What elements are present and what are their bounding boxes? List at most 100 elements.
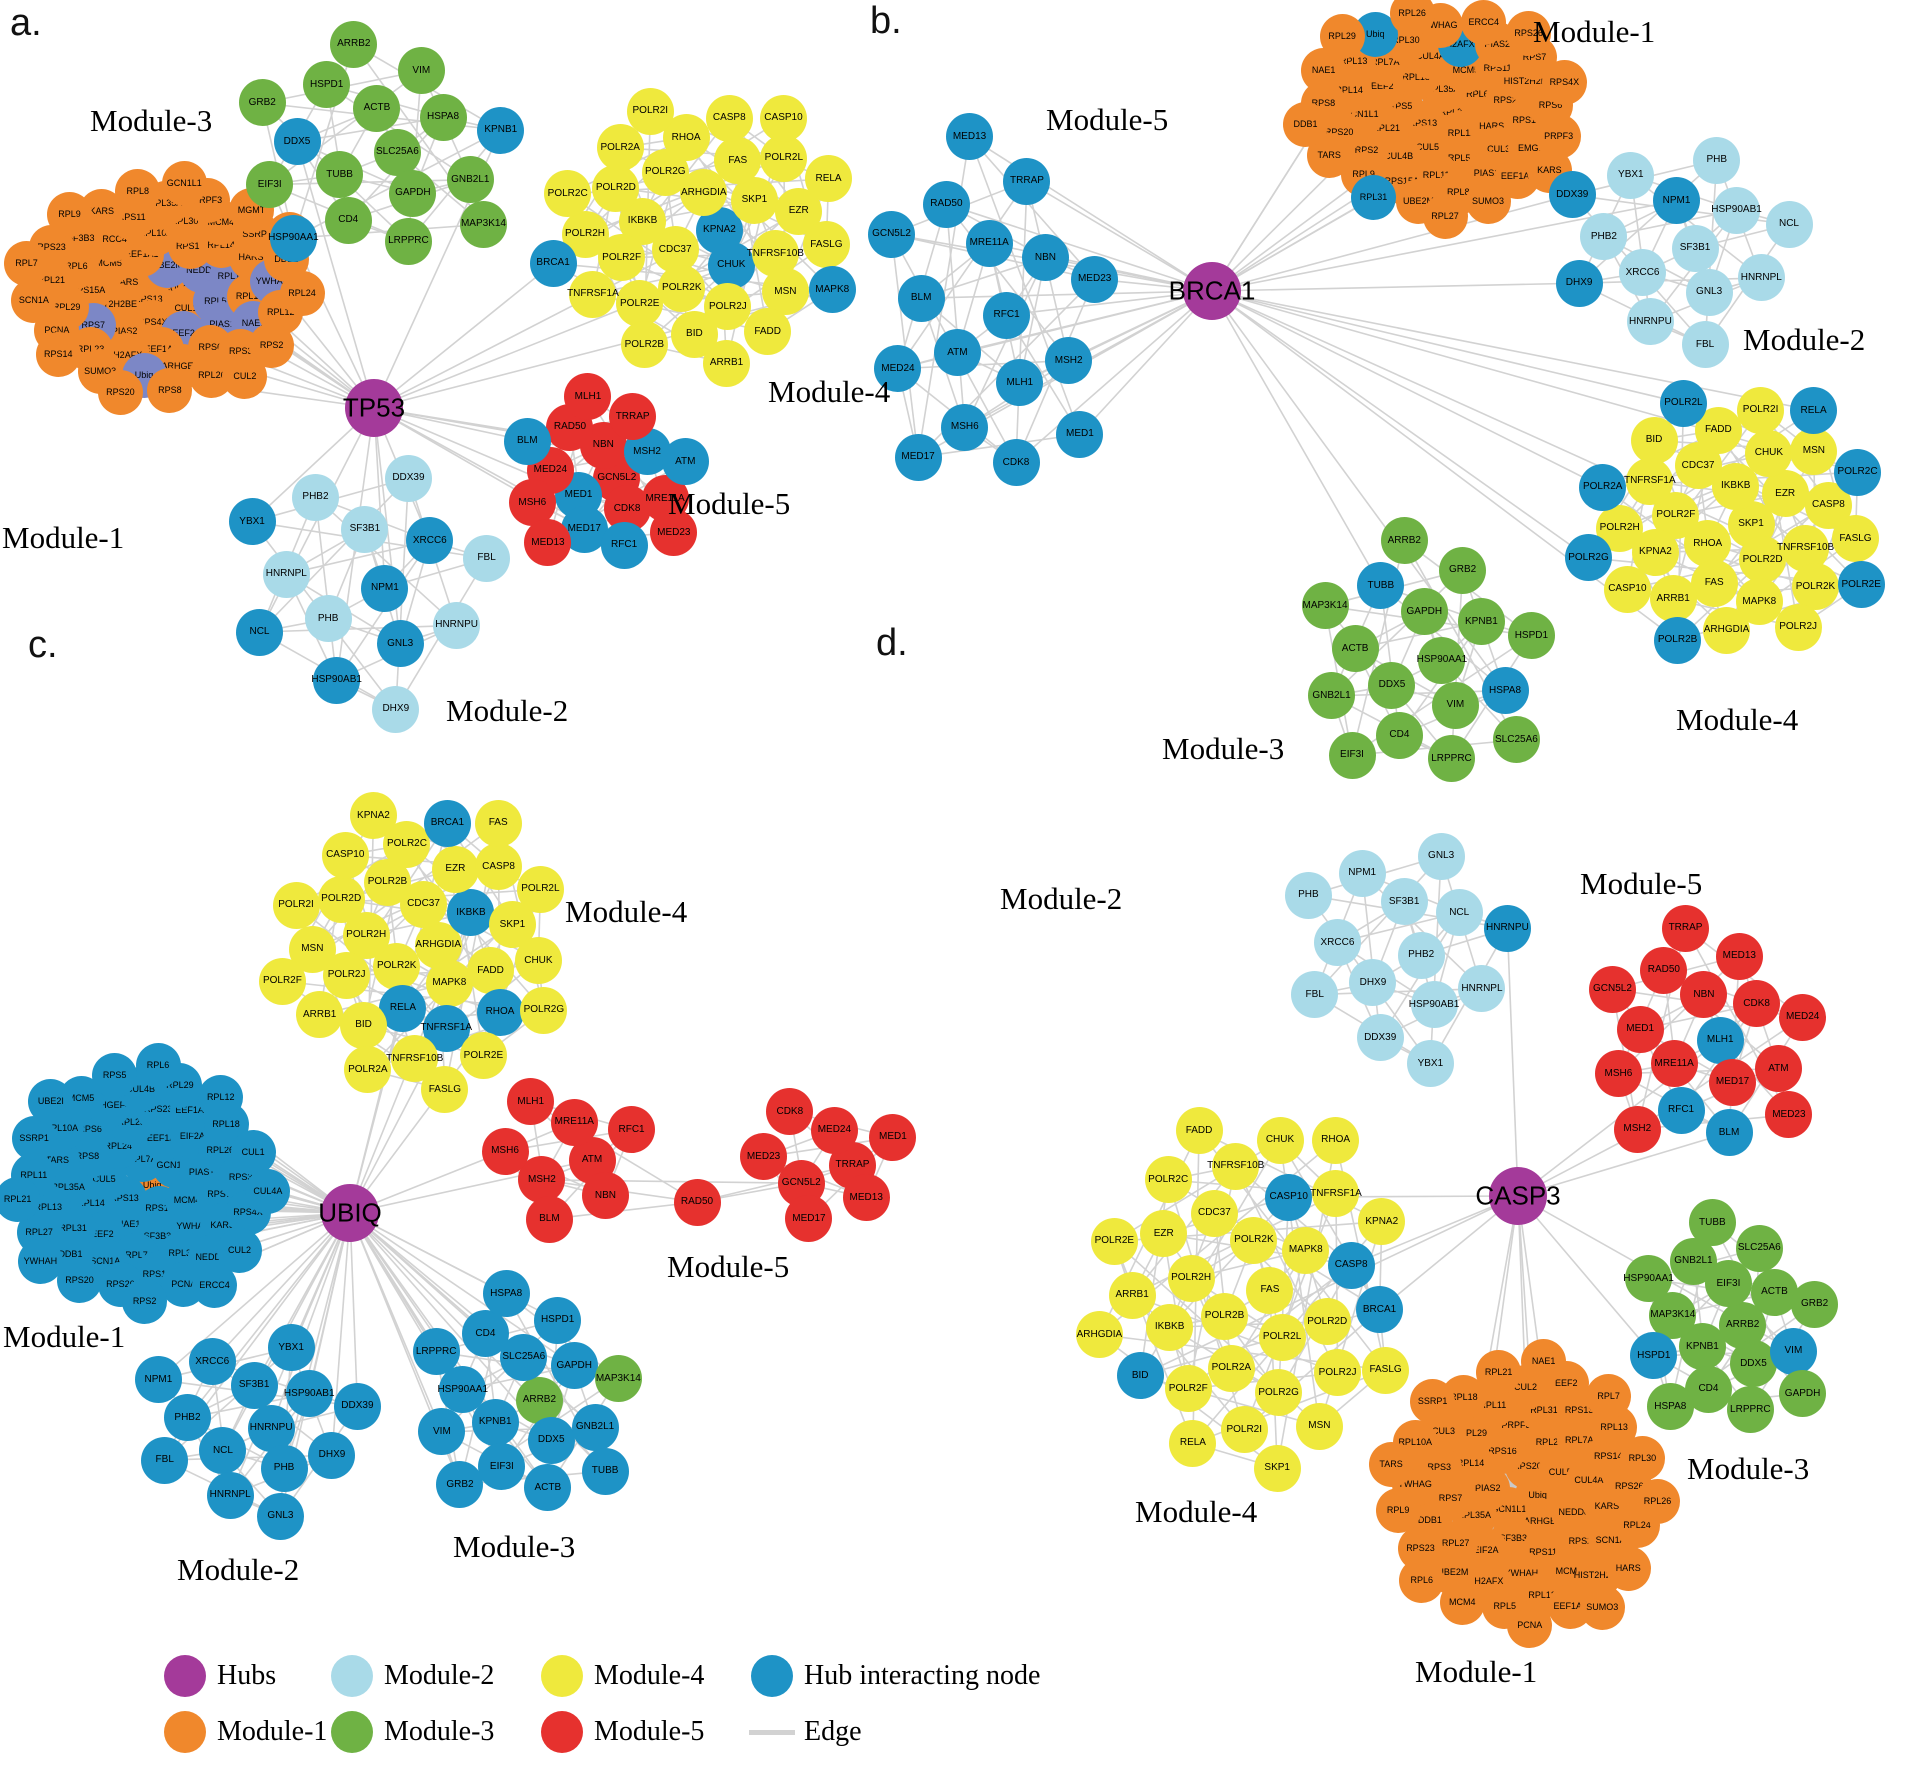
node-hnrnpl: HNRNPL — [1458, 965, 1506, 1013]
node-arrb1: ARRB1 — [703, 339, 751, 387]
node-gapdh: GAPDH — [550, 1342, 598, 1390]
edge — [897, 359, 1069, 370]
module-label: Module-5 — [667, 1249, 790, 1284]
node-mlh1: MLH1 — [1696, 1016, 1744, 1064]
module-label: Module-1 — [2, 520, 125, 555]
module-label: Module-4 — [1676, 702, 1799, 737]
node-ddx39: DDX39 — [1356, 1014, 1404, 1062]
hub-node — [1489, 1167, 1547, 1225]
node-polr2j: POLR2J — [1774, 603, 1822, 651]
edge — [1006, 290, 1213, 316]
module-label: Module-4 — [1135, 1494, 1258, 1529]
node-hnrnpl: HNRNPL — [206, 1471, 254, 1519]
node-ybx1: YBX1 — [1607, 151, 1655, 199]
node-casp10: CASP10 — [321, 831, 369, 879]
node-rpl30: RPL30 — [1619, 1436, 1665, 1482]
node-med23: MED23 — [1765, 1091, 1813, 1139]
node-trrap: TRRAP — [609, 393, 657, 441]
node-grb2: GRB2 — [436, 1461, 484, 1509]
node-map3k14: MAP3K14 — [1301, 582, 1349, 630]
node-brca1: BRCA1 — [423, 799, 471, 847]
node-ywhah: YWHAH — [17, 1238, 63, 1284]
node-chuk: CHUK — [514, 937, 562, 985]
edge — [1379, 1195, 1519, 1311]
node-med17: MED17 — [894, 433, 942, 481]
legend-label: Module-4 — [594, 1660, 705, 1691]
node-slc25a6: SLC25A6 — [1492, 716, 1540, 764]
node-mlh1: MLH1 — [564, 373, 612, 421]
node-tubb: TUBB — [1357, 562, 1405, 610]
node-eif3i: EIF3I — [478, 1443, 526, 1491]
node-rpl21: RPL21 — [1476, 1349, 1522, 1395]
node-fadd: FADD — [744, 308, 792, 356]
node-dhx9: DHX9 — [308, 1431, 356, 1479]
node-rela: RELA — [805, 155, 853, 203]
node-casp10: CASP10 — [759, 94, 807, 142]
node-tars: TARS — [1368, 1441, 1414, 1487]
edge — [349, 1212, 507, 1295]
node-med1: MED1 — [1616, 1005, 1664, 1053]
node-mlh1: MLH1 — [507, 1078, 555, 1126]
node-hsp90ab1: HSP90AB1 — [311, 656, 362, 704]
node-fas: FAS — [1246, 1266, 1294, 1314]
node-actb: ACTB — [1750, 1268, 1798, 1316]
edge — [1361, 873, 1381, 1038]
node-rela: RELA — [1790, 387, 1838, 434]
edge — [1213, 1212, 1233, 1369]
node-fbl: FBL — [1291, 971, 1339, 1019]
node-eif3i: EIF3I — [1704, 1260, 1752, 1308]
node-sf3b1: SF3B1 — [341, 505, 389, 553]
node-polr2f: POLR2F — [1164, 1365, 1212, 1413]
node-ezr: EZR — [1140, 1210, 1188, 1258]
node-polr2e: POLR2E — [616, 280, 664, 328]
node-med13: MED13 — [842, 1174, 890, 1222]
node-sumo3: SUMO3 — [1465, 178, 1511, 224]
edge — [1579, 277, 1762, 285]
node-fadd: FADD — [1175, 1107, 1223, 1155]
node-npm1: NPM1 — [1338, 849, 1386, 897]
node-xrcc6: XRCC6 — [188, 1338, 236, 1386]
edge — [964, 257, 1047, 428]
node-dhx9: DHX9 — [372, 685, 420, 733]
node-rps5: RPS5 — [92, 1053, 138, 1099]
node-blm: BLM — [525, 1195, 573, 1243]
edge — [1079, 290, 1213, 435]
node-cul1: CUL1 — [230, 1130, 276, 1176]
node-rpl26: RPL26 — [1635, 1479, 1681, 1525]
node-rps4x: RPS4X — [1541, 60, 1587, 106]
node-polr2k: POLR2K — [658, 264, 706, 312]
module-label: Module-3 — [453, 1529, 576, 1564]
node-hsp90ab1: HSP90AB1 — [284, 1370, 335, 1418]
node-ddx5: DDX5 — [1729, 1340, 1777, 1388]
node-phb2: PHB2 — [291, 473, 339, 521]
module-label: Module-3 — [1687, 1451, 1810, 1486]
node-polr2l: POLR2L — [1258, 1313, 1306, 1361]
node-ncl: NCL — [1435, 889, 1483, 937]
node-ikbkb: IKBKB — [447, 889, 495, 937]
node-nbn: NBN — [1021, 234, 1069, 282]
node-med13: MED13 — [946, 113, 994, 161]
edge — [945, 203, 1070, 362]
node-rpl9: RPL9 — [1375, 1488, 1421, 1534]
node-lrpprc: LRPPRC — [1428, 735, 1475, 783]
node-blm: BLM — [897, 274, 945, 322]
node-rpl24: RPL24 — [279, 270, 325, 316]
node-cdk8: CDK8 — [766, 1088, 814, 1136]
module-label: Module-2 — [1743, 322, 1866, 357]
node-gnb2l1: GNB2L1 — [571, 1403, 619, 1451]
node-tnfrsf1a: TNFRSF1A — [1310, 1170, 1362, 1218]
node-hsp90ab1: HSP90AB1 — [1409, 981, 1459, 1029]
node-polr2i: POLR2I — [1220, 1406, 1268, 1454]
node-casp10: CASP10 — [1265, 1173, 1313, 1221]
node-vim: VIM — [418, 1408, 466, 1456]
node-fadd: FADD — [467, 947, 515, 995]
node-med24: MED24 — [874, 345, 922, 393]
node-brca1: BRCA1 — [529, 239, 577, 287]
node-polr2d: POLR2D — [317, 875, 365, 923]
edge — [373, 262, 554, 409]
node-med23: MED23 — [650, 509, 698, 557]
edge — [1211, 290, 1589, 559]
node-rfc1: RFC1 — [608, 1106, 656, 1154]
hub-node — [345, 379, 403, 437]
node-phb2: PHB2 — [163, 1394, 211, 1442]
